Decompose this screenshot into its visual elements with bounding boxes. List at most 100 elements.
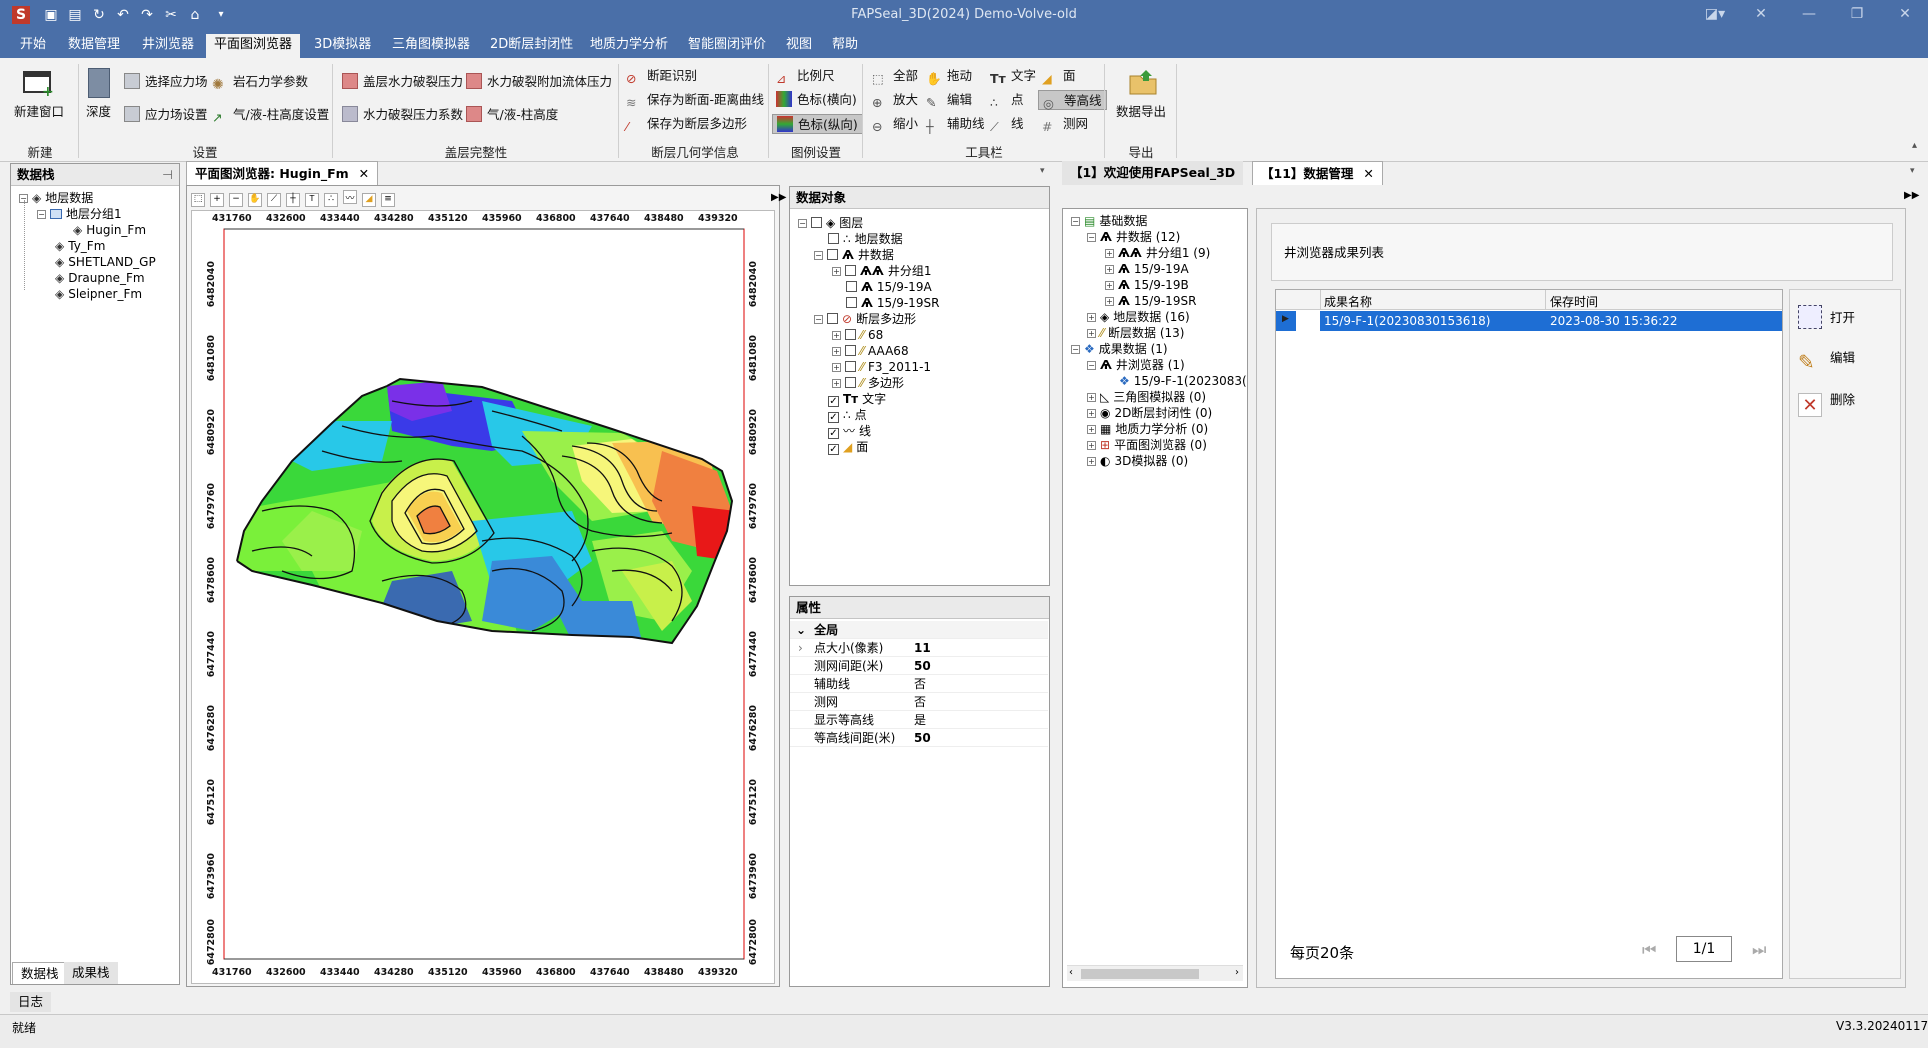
obj-polygon[interactable]: + ⁄⁄ 多边形 bbox=[832, 375, 904, 391]
aux-line-button[interactable]: ┼ 辅助线 bbox=[926, 114, 985, 134]
collapse-icon[interactable]: − bbox=[19, 194, 28, 203]
save-fault-curve-button[interactable]: ≋ 保存为断面-距离曲线 bbox=[626, 90, 764, 110]
menu-help[interactable]: 帮助 bbox=[832, 37, 859, 52]
dm-well-group[interactable]: + ѦѦ 井分组1 (9) bbox=[1105, 245, 1210, 261]
gas-oil-height-setting-button[interactable]: ↗ 气/液-柱高度设置 bbox=[212, 105, 329, 125]
zoom-out-button[interactable]: ⊖ 缩小 bbox=[872, 114, 918, 134]
collapse-icon[interactable]: − bbox=[1087, 361, 1096, 370]
collapse-icon[interactable]: − bbox=[1071, 345, 1080, 354]
tree-item-strata-group[interactable]: − 地层分组1 bbox=[37, 206, 122, 222]
expand-icon[interactable]: + bbox=[1087, 393, 1096, 402]
maximize-icon[interactable]: ❐ bbox=[1850, 6, 1864, 22]
minimize-icon[interactable]: — bbox=[1802, 6, 1816, 22]
prev-page-icon[interactable]: ⏮ bbox=[1642, 940, 1657, 959]
menu-start[interactable]: 开始 bbox=[20, 37, 47, 52]
menu-2d-fault-seal[interactable]: 2D断层封闭性 bbox=[490, 37, 574, 52]
dm-geomechanics[interactable]: + ▦ 地质力学分析 (0) bbox=[1087, 421, 1208, 437]
contour-button[interactable]: ◎ 等高线 bbox=[1038, 90, 1107, 111]
crosshair-icon[interactable]: ┼ bbox=[286, 193, 300, 207]
expand-icon[interactable]: + bbox=[832, 331, 841, 340]
delete-button[interactable]: ✕ 删除 bbox=[1798, 384, 1855, 417]
menu-3d-simulator[interactable]: 3D模拟器 bbox=[314, 37, 372, 52]
menu-data-management[interactable]: 数据管理 bbox=[68, 37, 121, 52]
obj-wells[interactable]: − Ѧ 井数据 bbox=[814, 247, 894, 263]
menu-trap-evaluation[interactable]: 智能圈闭评价 bbox=[688, 37, 767, 52]
tab-map-browser[interactable]: 平面图浏览器: Hugin_Fm ✕ bbox=[186, 161, 379, 185]
expand-icon[interactable]: + bbox=[832, 379, 841, 388]
well-group-checkbox[interactable] bbox=[845, 265, 856, 276]
obj-face[interactable]: ✓ ◢ 面 bbox=[828, 439, 868, 455]
frac-pressure-coef-button[interactable]: 水力破裂压力系数 bbox=[342, 105, 463, 125]
col-header-name[interactable]: 成果名称 bbox=[1324, 295, 1373, 309]
scale-button[interactable]: ⊿ 比例尺 bbox=[776, 66, 835, 86]
point-checkbox[interactable]: ✓ bbox=[828, 412, 839, 423]
expand-icon[interactable]: + bbox=[1087, 441, 1096, 450]
menu-well-browser[interactable]: 井浏览器 bbox=[142, 37, 195, 52]
collapse-icon[interactable]: − bbox=[1087, 233, 1096, 242]
prop-row[interactable]: 显示等高线 是 bbox=[790, 711, 1048, 729]
caprock-frac-pressure-button[interactable]: 盖层水力破裂压力 bbox=[342, 72, 463, 92]
fit-icon[interactable]: ⬚ bbox=[191, 193, 205, 207]
collapse-icon[interactable]: − bbox=[814, 251, 823, 260]
pin-icon[interactable]: ✕ bbox=[1755, 6, 1767, 22]
collapse-icon[interactable]: − bbox=[1071, 217, 1080, 226]
fault-identify-button[interactable]: ⊘ 断距识别 bbox=[626, 66, 697, 86]
menu-geomechanics[interactable]: 地质力学分析 bbox=[590, 37, 669, 52]
dm-map-browser[interactable]: + ⊞ 平面图浏览器 (0) bbox=[1087, 437, 1207, 453]
expand-right-icon[interactable]: ▶▶ bbox=[1904, 190, 1920, 201]
close-tab-icon[interactable]: ✕ bbox=[1363, 166, 1374, 181]
tree-item-draupne[interactable]: ◈ Draupne_Fm bbox=[55, 270, 145, 286]
page-input[interactable]: 1/1 bbox=[1676, 936, 1732, 962]
pan-icon[interactable]: ✋ bbox=[248, 193, 262, 207]
expand-icon[interactable]: + bbox=[1105, 249, 1114, 258]
line-button[interactable]: ⟋ 线 bbox=[990, 114, 1024, 134]
expand-icon[interactable]: + bbox=[832, 267, 841, 276]
layers-checkbox[interactable] bbox=[811, 217, 822, 228]
expand-icon[interactable]: + bbox=[832, 347, 841, 356]
refresh-icon[interactable]: ↻ bbox=[93, 7, 105, 23]
table-row[interactable]: ▶ ▸ 15/9-F-1(20230830153618) 2023-08-30 … bbox=[1276, 311, 1782, 331]
tab-result-stack[interactable]: 成果栈 bbox=[64, 962, 118, 984]
home-icon[interactable]: ⌂ bbox=[190, 7, 200, 23]
prop-row[interactable]: 测网间距(米) 50 bbox=[790, 657, 1048, 675]
expand-icon[interactable]: + bbox=[1087, 425, 1096, 434]
prop-value[interactable]: 否 bbox=[914, 695, 927, 709]
menu-map-browser[interactable]: 平面图浏览器 bbox=[206, 34, 301, 58]
obj-fault-aaa68[interactable]: + ⁄⁄ AAA68 bbox=[832, 343, 909, 359]
menu-view[interactable]: 视图 bbox=[786, 37, 813, 52]
strata-checkbox[interactable] bbox=[828, 233, 839, 244]
tab-data-stack[interactable]: 数据栈 bbox=[12, 962, 68, 984]
export-data-button[interactable]: 数据导出 bbox=[1116, 104, 1167, 119]
prop-row[interactable]: › 点大小(像素) 11 bbox=[790, 639, 1048, 657]
text-button[interactable]: Tт 文字 bbox=[990, 66, 1036, 86]
obj-fault-68[interactable]: + ⁄⁄ 68 bbox=[832, 327, 883, 343]
tab-log[interactable]: 日志 bbox=[10, 992, 52, 1012]
close-tab-icon[interactable]: ✕ bbox=[358, 166, 370, 181]
expand-icon[interactable]: + bbox=[1087, 313, 1096, 322]
customize-dropdown-icon[interactable]: ▾ bbox=[218, 9, 224, 20]
expand-icon[interactable]: + bbox=[1105, 281, 1114, 290]
obj-fault-f3[interactable]: + ⁄⁄ F3_2011-1 bbox=[832, 359, 931, 375]
survey-net-button[interactable]: # 测网 bbox=[1042, 114, 1088, 134]
polygon-checkbox[interactable] bbox=[845, 377, 856, 388]
tab-welcome[interactable]: 【1】欢迎使用FAPSeal_3D bbox=[1062, 161, 1244, 185]
tree-item-strata[interactable]: − ◈ 地层数据 bbox=[19, 190, 93, 206]
depth-button[interactable]: 深度 bbox=[86, 104, 112, 119]
expand-icon[interactable]: + bbox=[1105, 265, 1114, 274]
expand-icon[interactable]: + bbox=[1105, 297, 1114, 306]
zoom-out-icon[interactable]: − bbox=[229, 193, 243, 207]
theme-icon[interactable]: ◪▾ bbox=[1704, 6, 1726, 22]
dm-2d-fault[interactable]: + ◉ 2D断层封闭性 (0) bbox=[1087, 405, 1212, 421]
well-19a-checkbox[interactable] bbox=[846, 281, 857, 292]
zoom-in-icon[interactable]: + bbox=[210, 193, 224, 207]
save-fault-polygon-button[interactable]: ⁄ 保存为断层多边形 bbox=[626, 114, 747, 134]
face-tool-icon[interactable]: ◢ bbox=[362, 193, 376, 207]
prop-section-global[interactable]: ⌄ 全局 bbox=[790, 621, 1048, 639]
save-icon[interactable]: ▣ bbox=[44, 7, 58, 23]
wells-checkbox[interactable] bbox=[827, 249, 838, 260]
scroll-thumb[interactable] bbox=[1081, 969, 1199, 979]
dm-triangle-sim[interactable]: + ◺ 三角图模拟器 (0) bbox=[1087, 389, 1206, 405]
dm-well-19sr[interactable]: + Ѧ 15/9-19SR bbox=[1105, 293, 1196, 309]
obj-point[interactable]: ✓ ∴ 点 bbox=[828, 407, 867, 423]
obj-layers[interactable]: − ◈ 图层 bbox=[798, 215, 863, 231]
